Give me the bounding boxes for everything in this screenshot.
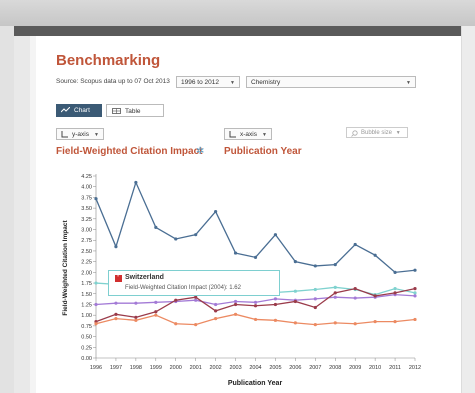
chevron-down-icon: ▼ — [94, 132, 99, 138]
x-axis-metric-title: Publication Year — [224, 146, 302, 157]
chevron-down-icon: ▼ — [395, 130, 401, 136]
line-chart-icon — [61, 107, 70, 113]
window-top-bar — [0, 0, 475, 27]
flag-icon — [115, 272, 122, 282]
year-range-value: 1996 to 2012 — [181, 79, 219, 86]
chevron-down-icon: ▼ — [406, 80, 411, 86]
table-icon — [112, 108, 121, 114]
year-range-select[interactable]: 1996 to 2012 ▼ — [176, 76, 240, 88]
bubble-size-label: Bubble size — [361, 130, 393, 136]
bubble-size-select[interactable]: Bubble size ▼ — [346, 127, 408, 138]
table-view-label: Table — [125, 108, 141, 115]
table-view-button[interactable]: Table — [106, 104, 164, 117]
header-dark-bar — [14, 26, 461, 36]
chevron-down-icon: ▼ — [262, 132, 267, 138]
left-margin — [0, 26, 14, 393]
data-point-tooltip: Switzerland Field-Weighted Citation Impa… — [108, 270, 280, 296]
chevron-down-icon: ▼ — [230, 80, 235, 86]
tooltip-country: Switzerland — [125, 274, 164, 281]
benchmark-panel — [36, 36, 461, 393]
gear-icon[interactable]: ✲ — [196, 146, 205, 157]
right-scroll-area[interactable] — [461, 26, 475, 393]
x-axis-icon — [229, 131, 236, 138]
y-axis-metric-title: Field-Weighted Citation Impact — [56, 146, 203, 157]
source-label: Source: Scopus data up to 07 Oct 2013 — [56, 78, 170, 85]
page-title: Benchmarking — [56, 52, 161, 69]
tooltip-detail: Field-Weighted Citation Impact (2004): 1… — [125, 285, 241, 291]
y-axis-select[interactable]: y-axis ▼ — [56, 128, 104, 140]
x-axis-select-label: x-axis — [240, 131, 257, 138]
subject-select[interactable]: Chemistry ▼ — [246, 76, 416, 88]
chart-view-button[interactable]: Chart — [56, 104, 102, 117]
subject-value: Chemistry — [251, 79, 281, 86]
x-axis-select[interactable]: x-axis ▼ — [224, 128, 272, 140]
chart-view-label: Chart — [74, 107, 90, 114]
search-icon — [351, 130, 358, 137]
y-axis-icon — [61, 131, 68, 138]
y-axis-select-label: y-axis — [72, 131, 89, 138]
